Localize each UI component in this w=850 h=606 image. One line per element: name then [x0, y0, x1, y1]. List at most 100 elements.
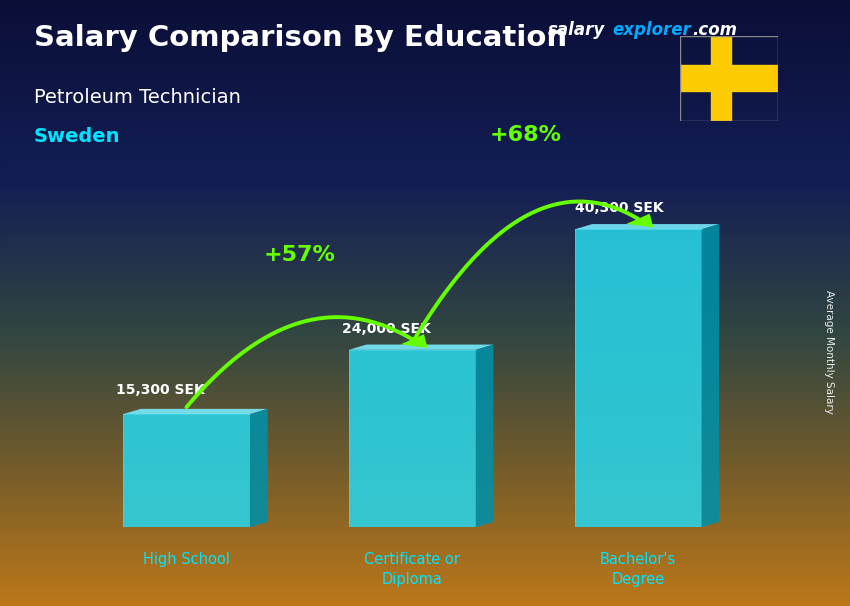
Bar: [0, 321, 850, 324]
Bar: [0, 106, 850, 109]
Bar: [0, 58, 850, 61]
Bar: [0, 279, 850, 282]
Bar: [0, 273, 850, 276]
Bar: [0, 361, 850, 364]
Bar: [0, 94, 850, 97]
Polygon shape: [626, 214, 654, 227]
Bar: [0, 270, 850, 273]
Bar: [0, 167, 850, 170]
Bar: [0, 18, 850, 21]
Bar: [0, 533, 850, 536]
Bar: [0, 239, 850, 242]
Bar: [0, 45, 850, 48]
Text: +68%: +68%: [489, 125, 561, 145]
Bar: [0, 582, 850, 585]
Bar: [0, 39, 850, 42]
Text: 40,300 SEK: 40,300 SEK: [575, 201, 663, 215]
Bar: [0, 458, 850, 461]
Bar: [0, 282, 850, 285]
Polygon shape: [400, 335, 428, 348]
Bar: [0, 412, 850, 415]
Text: +57%: +57%: [264, 245, 335, 265]
Bar: [0, 88, 850, 91]
Bar: [0, 351, 850, 355]
Bar: [0, 64, 850, 67]
Bar: [0, 142, 850, 145]
Bar: [0, 6, 850, 9]
Bar: [0, 267, 850, 270]
Bar: [0, 224, 850, 227]
Bar: [0, 67, 850, 70]
Bar: [0, 494, 850, 497]
Bar: [0, 197, 850, 200]
Bar: [0, 297, 850, 300]
Bar: [0, 85, 850, 88]
Text: Sweden: Sweden: [34, 127, 121, 146]
Bar: [0, 512, 850, 515]
Bar: [0, 0, 850, 3]
Bar: [0, 182, 850, 185]
Bar: [0, 500, 850, 503]
Bar: [0, 215, 850, 218]
Bar: [0, 33, 850, 36]
Bar: [0, 294, 850, 297]
Bar: [0, 55, 850, 58]
Bar: [0, 276, 850, 279]
Bar: [0, 385, 850, 388]
Bar: [0, 573, 850, 576]
Bar: [0, 309, 850, 312]
Bar: [0, 24, 850, 27]
Text: Salary Comparison By Education: Salary Comparison By Education: [34, 24, 567, 52]
Bar: [0, 312, 850, 315]
Bar: [0, 373, 850, 376]
Bar: [0, 82, 850, 85]
Bar: [0, 345, 850, 348]
Bar: [0, 52, 850, 55]
Bar: [0, 409, 850, 412]
Bar: [0, 209, 850, 212]
Bar: [0, 400, 850, 403]
Bar: [0, 230, 850, 233]
Bar: [0, 515, 850, 518]
Bar: [0, 491, 850, 494]
Bar: [0, 218, 850, 221]
Bar: [0, 3, 850, 6]
Bar: [0, 336, 850, 339]
Bar: [0, 442, 850, 445]
Bar: [0, 42, 850, 45]
Polygon shape: [701, 224, 719, 527]
Bar: [0, 548, 850, 551]
Text: 15,300 SEK: 15,300 SEK: [116, 382, 205, 396]
Bar: [0, 61, 850, 64]
Bar: [0, 264, 850, 267]
Bar: [680, 65, 778, 91]
Bar: [0, 424, 850, 427]
Bar: [0, 536, 850, 539]
Bar: [0, 561, 850, 564]
Bar: [0, 327, 850, 330]
Bar: [0, 194, 850, 197]
Bar: [0, 200, 850, 203]
Bar: [0, 48, 850, 52]
Bar: [0, 603, 850, 606]
Bar: [0, 461, 850, 464]
Bar: [0, 145, 850, 148]
Bar: [0, 118, 850, 121]
Bar: [0, 191, 850, 194]
Bar: [0, 303, 850, 306]
Bar: [0, 133, 850, 136]
Text: 24,000 SEK: 24,000 SEK: [342, 322, 430, 336]
Bar: [0, 212, 850, 215]
Bar: [0, 527, 850, 530]
Bar: [0, 176, 850, 179]
Bar: [0, 551, 850, 554]
Bar: [0, 539, 850, 542]
Bar: [0, 73, 850, 76]
Bar: [0, 97, 850, 100]
Bar: [0, 233, 850, 236]
Bar: [0, 576, 850, 579]
Bar: [0, 12, 850, 15]
Bar: [0, 179, 850, 182]
Bar: [0, 448, 850, 451]
Bar: [0, 506, 850, 509]
